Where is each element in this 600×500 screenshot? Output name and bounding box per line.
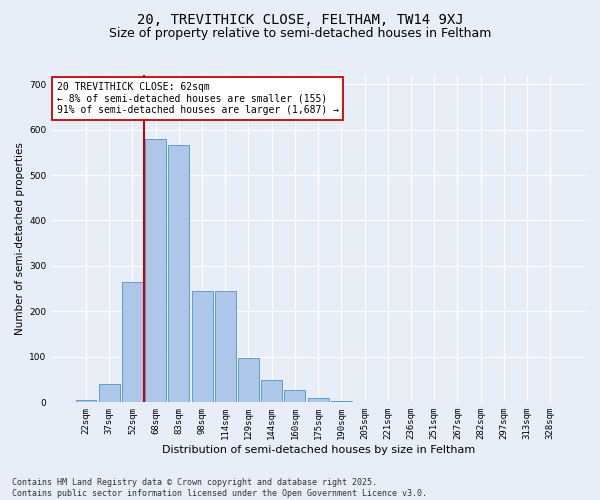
Bar [261, 380, 282, 402]
Bar [169, 146, 189, 402]
Bar [331, 401, 352, 402]
Bar [284, 390, 305, 402]
X-axis label: Distribution of semi-detached houses by size in Feltham: Distribution of semi-detached houses by … [161, 445, 475, 455]
Bar [122, 282, 143, 403]
Bar [76, 400, 97, 402]
Bar [191, 291, 212, 403]
Bar [215, 291, 236, 403]
Y-axis label: Number of semi-detached properties: Number of semi-detached properties [15, 142, 25, 335]
Text: 20 TREVITHICK CLOSE: 62sqm
← 8% of semi-detached houses are smaller (155)
91% of: 20 TREVITHICK CLOSE: 62sqm ← 8% of semi-… [56, 82, 338, 114]
Bar [99, 384, 119, 402]
Text: 20, TREVITHICK CLOSE, FELTHAM, TW14 9XJ: 20, TREVITHICK CLOSE, FELTHAM, TW14 9XJ [137, 12, 463, 26]
Text: Size of property relative to semi-detached houses in Feltham: Size of property relative to semi-detach… [109, 28, 491, 40]
Bar [145, 138, 166, 402]
Bar [238, 358, 259, 403]
Bar [308, 398, 329, 402]
Text: Contains HM Land Registry data © Crown copyright and database right 2025.
Contai: Contains HM Land Registry data © Crown c… [12, 478, 427, 498]
